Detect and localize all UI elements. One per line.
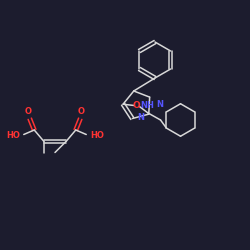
Text: N: N (137, 113, 144, 122)
Text: HO: HO (90, 131, 104, 140)
Text: O: O (78, 107, 85, 116)
Text: HO: HO (6, 131, 20, 140)
Text: O: O (25, 107, 32, 116)
Text: O: O (133, 101, 141, 110)
Text: N: N (156, 100, 164, 109)
Text: NH: NH (140, 101, 154, 110)
